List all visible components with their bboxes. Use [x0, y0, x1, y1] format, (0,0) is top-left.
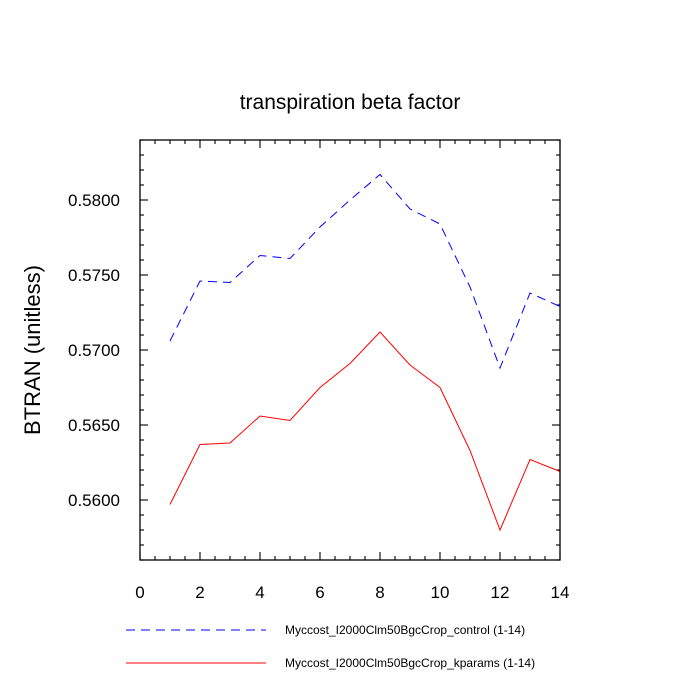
x-tick-label: 12 [491, 583, 510, 602]
x-tick-label: 6 [315, 583, 324, 602]
x-tick-label: 4 [255, 583, 264, 602]
legend-label-control: Myccost_I2000Clm50BgcCrop_control (1-14) [285, 623, 525, 637]
y-tick-label: 0.5750 [68, 266, 120, 285]
x-tick-label: 8 [375, 583, 384, 602]
y-tick-label: 0.5700 [68, 341, 120, 360]
x-tick-label: 10 [431, 583, 450, 602]
y-tick-label: 0.5600 [68, 491, 120, 510]
tick-labels: 0 2 4 6 8 10 12 14 0.5600 0.5650 0.5700 0.5750 0.580… [68, 191, 569, 602]
chart-title: transpiration beta factor [240, 91, 461, 114]
axis-ticks [139, 139, 561, 561]
series-line-control [169, 173, 561, 370]
plot-frame [139, 139, 561, 561]
x-tick-label: 0 [135, 583, 144, 602]
y-tick-label: 0.5650 [68, 416, 120, 435]
y-tick-label: 0.5800 [68, 191, 120, 210]
y-axis-label: BTRAN (unitless) [20, 265, 45, 435]
series-line-kparams [169, 331, 561, 532]
x-tick-label: 14 [551, 583, 570, 602]
legend-label-kparams: Myccost_I2000Clm50BgcCrop_kparams (1-14) [285, 656, 535, 670]
series-lines [169, 173, 561, 532]
legend: Myccost_I2000Clm50BgcCrop_control (1-14)… [126, 623, 535, 670]
x-tick-label: 2 [195, 583, 204, 602]
